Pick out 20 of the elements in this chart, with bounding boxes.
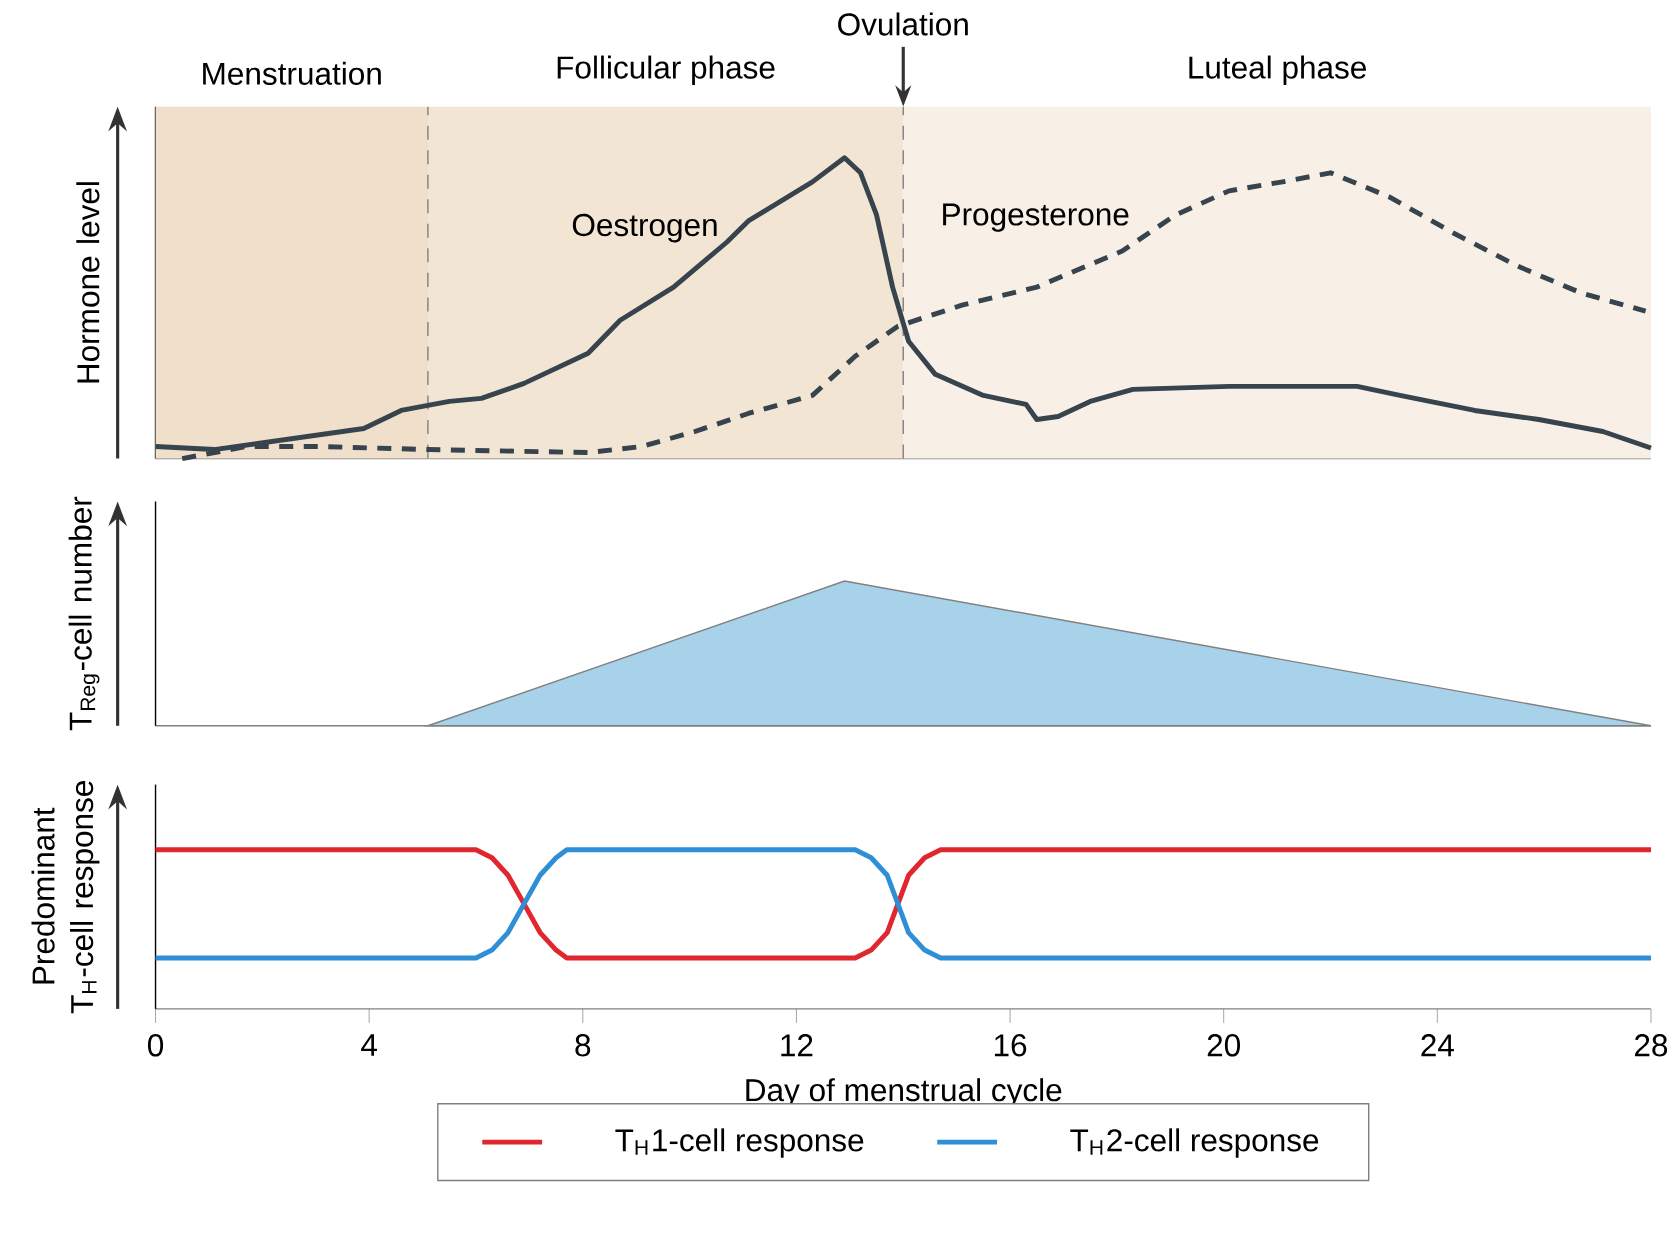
x-tick-label: 28 xyxy=(1635,1034,1668,1057)
x-tick-label: 0 xyxy=(147,1034,164,1057)
x-tick-label: 8 xyxy=(575,1034,591,1057)
x-axis-title: Day of menstrual cycle xyxy=(746,1078,1062,1108)
y-axis-title: T$_{Reg}$-cell number xyxy=(68,496,100,731)
band-label: Luteal phase xyxy=(1189,55,1366,85)
x-tick-label: 12 xyxy=(781,1034,813,1057)
legend-label: T$_{H}$1-cell response xyxy=(615,1128,864,1158)
x-tick-label: 4 xyxy=(361,1034,377,1056)
x-tick-label: 24 xyxy=(1421,1034,1454,1057)
band-label: Menstruation xyxy=(203,61,381,85)
series-label: Progesterone xyxy=(943,203,1129,232)
x-tick-label: 20 xyxy=(1207,1034,1241,1057)
series-label: Oestrogen xyxy=(572,213,717,243)
legend-label: T$_{H}$2-cell response xyxy=(1070,1128,1319,1158)
ref-line-label: Ovulation xyxy=(838,12,968,36)
y-axis-title: Hormone level xyxy=(76,182,100,383)
band-label: Follicular phase xyxy=(557,55,775,85)
x-tick-label: 16 xyxy=(994,1034,1027,1057)
y-axis-title: Predominant T$_{H}$-cell response xyxy=(31,780,100,1014)
